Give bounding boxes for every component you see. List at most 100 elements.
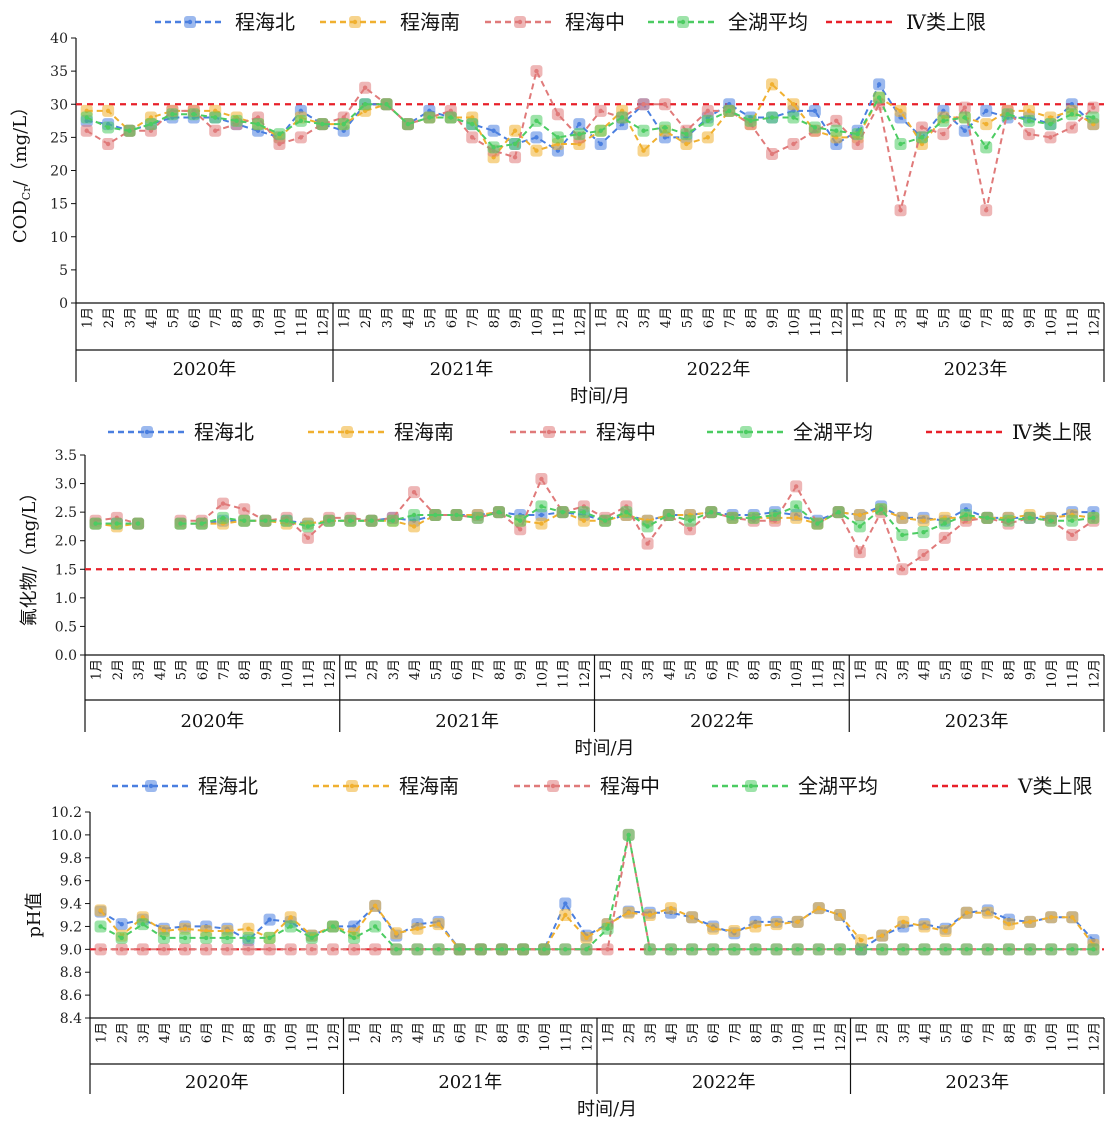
data-point-center xyxy=(619,115,625,120)
data-point-center xyxy=(602,518,608,523)
legend-label: 程海北 xyxy=(198,774,258,798)
month-label: 12月 xyxy=(573,307,588,337)
legend-item: 程海南 xyxy=(320,10,460,34)
data-point-center xyxy=(921,552,926,558)
data-point-center xyxy=(769,115,775,120)
month-label: 4月 xyxy=(916,307,931,328)
data-point-center xyxy=(1091,947,1096,952)
data-point-center xyxy=(478,947,484,952)
data-point-center xyxy=(539,512,544,518)
year-label: 2023年 xyxy=(945,711,1009,732)
month-label: 2月 xyxy=(616,307,631,328)
data-point-center xyxy=(119,947,124,952)
legend-label: 全湖平均 xyxy=(793,420,873,444)
month-label: 3月 xyxy=(642,659,657,680)
data-point-center xyxy=(1026,108,1032,114)
data-point-center xyxy=(709,509,714,515)
data-point-center xyxy=(662,125,668,130)
data-point-center xyxy=(876,82,882,87)
legend-item: Ⅳ类上限 xyxy=(926,420,1092,444)
data-point-center xyxy=(457,947,462,952)
year-label: 2022年 xyxy=(690,711,754,732)
data-point-center xyxy=(84,115,89,120)
month-label: 2月 xyxy=(620,659,635,680)
data-point-center xyxy=(362,85,368,90)
data-point-center xyxy=(1069,518,1075,523)
month-label: 12月 xyxy=(580,1022,595,1052)
month-label: 5月 xyxy=(175,659,190,680)
data-point-center xyxy=(727,108,732,114)
month-label: 5月 xyxy=(680,307,695,328)
y-tick-label: 3.0 xyxy=(55,477,77,493)
data-point-center xyxy=(900,567,905,572)
data-point-center xyxy=(964,947,969,952)
data-point-center xyxy=(512,128,518,133)
data-point-center xyxy=(563,901,568,906)
data-point-center xyxy=(436,947,441,952)
month-label: 5月 xyxy=(433,1022,448,1043)
data-point-center xyxy=(517,518,523,523)
data-point-center xyxy=(687,527,693,532)
year-label: 2020年 xyxy=(173,359,237,380)
legend-item: Ⅳ类上限 xyxy=(826,10,986,34)
data-point-center xyxy=(919,135,925,140)
data-point-center xyxy=(98,924,103,929)
data-point-center xyxy=(984,121,989,127)
data-point-center xyxy=(433,512,438,518)
data-point-center xyxy=(922,924,927,929)
data-point-center xyxy=(684,141,689,147)
data-point-center xyxy=(668,947,674,952)
data-point-center xyxy=(415,926,420,931)
data-point-center xyxy=(341,121,346,127)
data-point-center xyxy=(962,115,967,120)
y-tick-label: 2.0 xyxy=(55,534,77,550)
legend-item: 全湖平均 xyxy=(648,10,808,34)
month-label: 1月 xyxy=(599,659,614,680)
data-point-center xyxy=(641,128,646,133)
data-point-center xyxy=(119,935,124,941)
data-point-center xyxy=(705,108,710,114)
month-label: 3月 xyxy=(638,307,653,328)
data-point-center xyxy=(491,145,496,150)
data-point-center xyxy=(921,529,926,535)
data-point-center xyxy=(598,128,603,133)
data-point-center xyxy=(598,108,603,114)
data-point-center xyxy=(710,926,716,931)
month-label: 8月 xyxy=(1003,1022,1018,1043)
data-point-center xyxy=(705,135,710,140)
data-point-center xyxy=(812,125,818,130)
month-label: 12月 xyxy=(316,307,331,337)
data-point-center xyxy=(161,935,167,941)
data-point-center xyxy=(834,128,839,133)
data-point-center xyxy=(1026,131,1032,137)
data-point-center xyxy=(512,141,518,147)
data-point-center xyxy=(199,521,204,526)
month-label: 8月 xyxy=(748,659,763,680)
data-point-center xyxy=(520,947,526,952)
month-label: 8月 xyxy=(1002,659,1017,680)
month-label: 3月 xyxy=(387,659,402,680)
legend-marker-center xyxy=(144,429,150,435)
data-point-center xyxy=(901,947,906,952)
legend-marker-center xyxy=(680,19,686,25)
series-lake xyxy=(94,828,1100,956)
month-label: 3月 xyxy=(895,307,910,328)
month-label: 7月 xyxy=(472,659,487,680)
data-point-center xyxy=(470,121,475,127)
data-point-center xyxy=(288,915,293,920)
data-point-center xyxy=(372,924,378,929)
data-point-center xyxy=(499,947,505,952)
month-label: 8月 xyxy=(493,659,508,680)
data-point-center xyxy=(730,515,735,521)
data-point-center xyxy=(246,947,251,952)
data-point-center xyxy=(84,128,89,133)
month-label: 12月 xyxy=(834,1022,849,1052)
data-point-center xyxy=(1069,111,1075,117)
month-label: 1月 xyxy=(852,307,867,328)
year-label: 2020年 xyxy=(180,711,244,732)
month-label: 11月 xyxy=(306,1022,321,1052)
series-lake xyxy=(80,91,1100,154)
data-point-center xyxy=(984,108,989,114)
data-point-center xyxy=(855,141,860,147)
month-label: 10月 xyxy=(1044,307,1059,337)
